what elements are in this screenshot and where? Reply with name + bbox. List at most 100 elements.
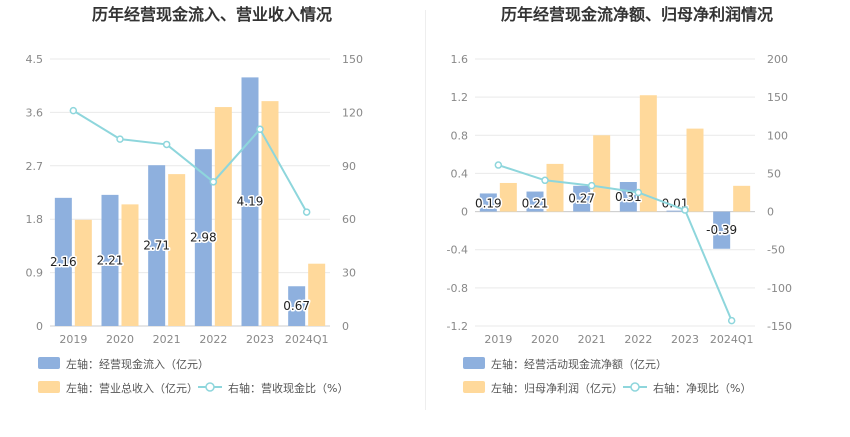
y-left-tick-label: -0.4: [447, 244, 468, 257]
x-tick-label: 2020: [531, 333, 559, 346]
bar-value-label: 2.98: [190, 231, 217, 245]
y-right-tick-label: -150: [767, 320, 792, 333]
series-line: [498, 164, 733, 322]
x-tick-label: 2022: [624, 333, 652, 346]
x-tick-label: 2021: [153, 333, 181, 346]
bar-primary: [713, 211, 731, 249]
bar-primary: [101, 194, 119, 326]
y-left-tick-label: -1.2: [447, 320, 468, 333]
bar-value-label: 2.71: [143, 239, 170, 253]
line-point: [634, 188, 643, 197]
line-point: [494, 161, 503, 169]
bar-primary: [666, 210, 684, 212]
y-left-tick-label: 0.4: [451, 167, 469, 180]
bar-value-label: 0.21: [522, 197, 549, 211]
line-point: [209, 178, 218, 186]
y-right-tick-label: 150: [767, 91, 788, 104]
y-left-tick-label: 0: [36, 320, 43, 333]
y-left-tick-label: 3.6: [26, 106, 44, 119]
x-tick-label: 2023: [671, 333, 699, 346]
series-line: [72, 109, 308, 213]
line-point: [69, 106, 78, 115]
y-right-tick-label: 150: [342, 53, 363, 66]
bar-secondary: [121, 204, 139, 326]
legend-label: 右轴：净现比（%）: [653, 381, 751, 395]
legend-label: 左轴：经营现金流入（亿元）: [66, 357, 209, 371]
bar-primary: [148, 165, 166, 326]
x-tick-label: 2024Q1: [710, 333, 754, 346]
bar-primary: [54, 197, 72, 326]
bar-value-label: 4.19: [237, 195, 264, 209]
y-left-tick-label: 0.8: [451, 129, 469, 142]
chart-net-cash-profit: 历年经营现金流净额、归母净利润情况 -1.2 -0.8 -0.4 0 0.4 0.8 1.2 1…: [447, 5, 792, 395]
legend-label: 右轴：营收现金比（%）: [228, 381, 348, 395]
x-tick-label: 2021: [578, 333, 606, 346]
panel-divider: [425, 10, 426, 410]
y-left-tick-label: -0.8: [447, 282, 468, 295]
chart-title: 历年经营现金流净额、归母净利润情况: [501, 5, 773, 24]
y-right-tick-label: 50: [767, 167, 781, 180]
y-left-tick-label: 1.2: [451, 91, 469, 104]
bar-value-label: 0.19: [475, 197, 502, 211]
y-right-tick-label: 30: [342, 267, 356, 280]
legend-label: 左轴：经营活动现金流净额（亿元）: [491, 357, 667, 371]
bar-primary: [479, 193, 497, 212]
chart-title: 历年经营现金流入、营业收入情况: [92, 5, 332, 24]
bar-secondary: [686, 128, 704, 212]
y-left-tick-label: 1.8: [26, 213, 44, 226]
bar-secondary: [74, 219, 92, 326]
y-right-tick-label: 200: [767, 53, 788, 66]
chart-panel-net-cash-profit: 历年经营现金流净额、归母净利润情况 -1.2 -0.8 -0.4 0 0.4 0.8 1.2 1…: [425, 0, 850, 437]
legend-label: 左轴：归母净利润（亿元）: [491, 381, 623, 395]
y-right-tick-label: 0: [342, 320, 349, 333]
bar-primary: [573, 185, 591, 212]
x-tick-label: 2024Q1: [285, 333, 329, 346]
bar-value-label: 0.67: [283, 299, 310, 313]
y-left-tick-label: 1.6: [451, 53, 469, 66]
line-point: [727, 316, 736, 325]
line-point: [587, 181, 596, 190]
line-point: [162, 140, 171, 149]
legend-swatch-point: [630, 382, 640, 392]
legend-label: 左轴：营业总收入（亿元）: [66, 381, 198, 395]
x-tick-label: 2022: [199, 333, 227, 346]
y-right-tick-label: 90: [342, 160, 356, 173]
line-point: [541, 176, 549, 185]
bar-secondary: [308, 263, 326, 326]
x-tick-label: 2023: [246, 333, 274, 346]
bar-primary: [288, 286, 306, 326]
bar-secondary: [168, 174, 186, 326]
y-right-tick-label: -100: [767, 282, 792, 295]
bar-secondary: [499, 182, 517, 212]
bar-value-label: 2.16: [50, 255, 77, 269]
bar-secondary: [546, 163, 564, 212]
bar-secondary: [214, 107, 232, 326]
bar-secondary: [593, 135, 611, 212]
y-left-tick-label: 0: [461, 206, 468, 219]
legend-swatch-bar: [38, 357, 60, 369]
bar-secondary: [639, 95, 657, 212]
line-point: [256, 125, 264, 134]
line-point: [302, 208, 311, 216]
y-right-tick-label: 60: [342, 213, 356, 226]
bar-secondary: [733, 185, 751, 212]
y-right-tick-label: 100: [767, 129, 788, 142]
bar-primary: [241, 77, 259, 326]
legend-swatch-bar: [463, 357, 485, 369]
legend-swatch-bar: [38, 381, 60, 393]
x-tick-label: 2019: [484, 333, 512, 346]
bar-value-label: 0.27: [568, 192, 595, 206]
bar-secondary: [261, 101, 279, 326]
legend-swatch-point: [205, 382, 215, 392]
y-left-tick-label: 4.5: [26, 53, 44, 66]
y-right-tick-label: 120: [342, 106, 363, 119]
bar-primary: [194, 149, 212, 326]
line-point: [116, 135, 124, 143]
y-left-tick-label: 0.9: [26, 267, 44, 280]
chart-cash-inflow-revenue: 历年经营现金流入、营业收入情况 0 0.9 1.8 2.7 3.6 4.5 0 30 60 90 12…: [26, 5, 364, 395]
legend-swatch-bar: [463, 381, 485, 393]
y-right-tick-label: 0: [767, 206, 774, 219]
x-tick-label: 2019: [59, 333, 87, 346]
y-right-tick-label: -50: [767, 244, 785, 257]
